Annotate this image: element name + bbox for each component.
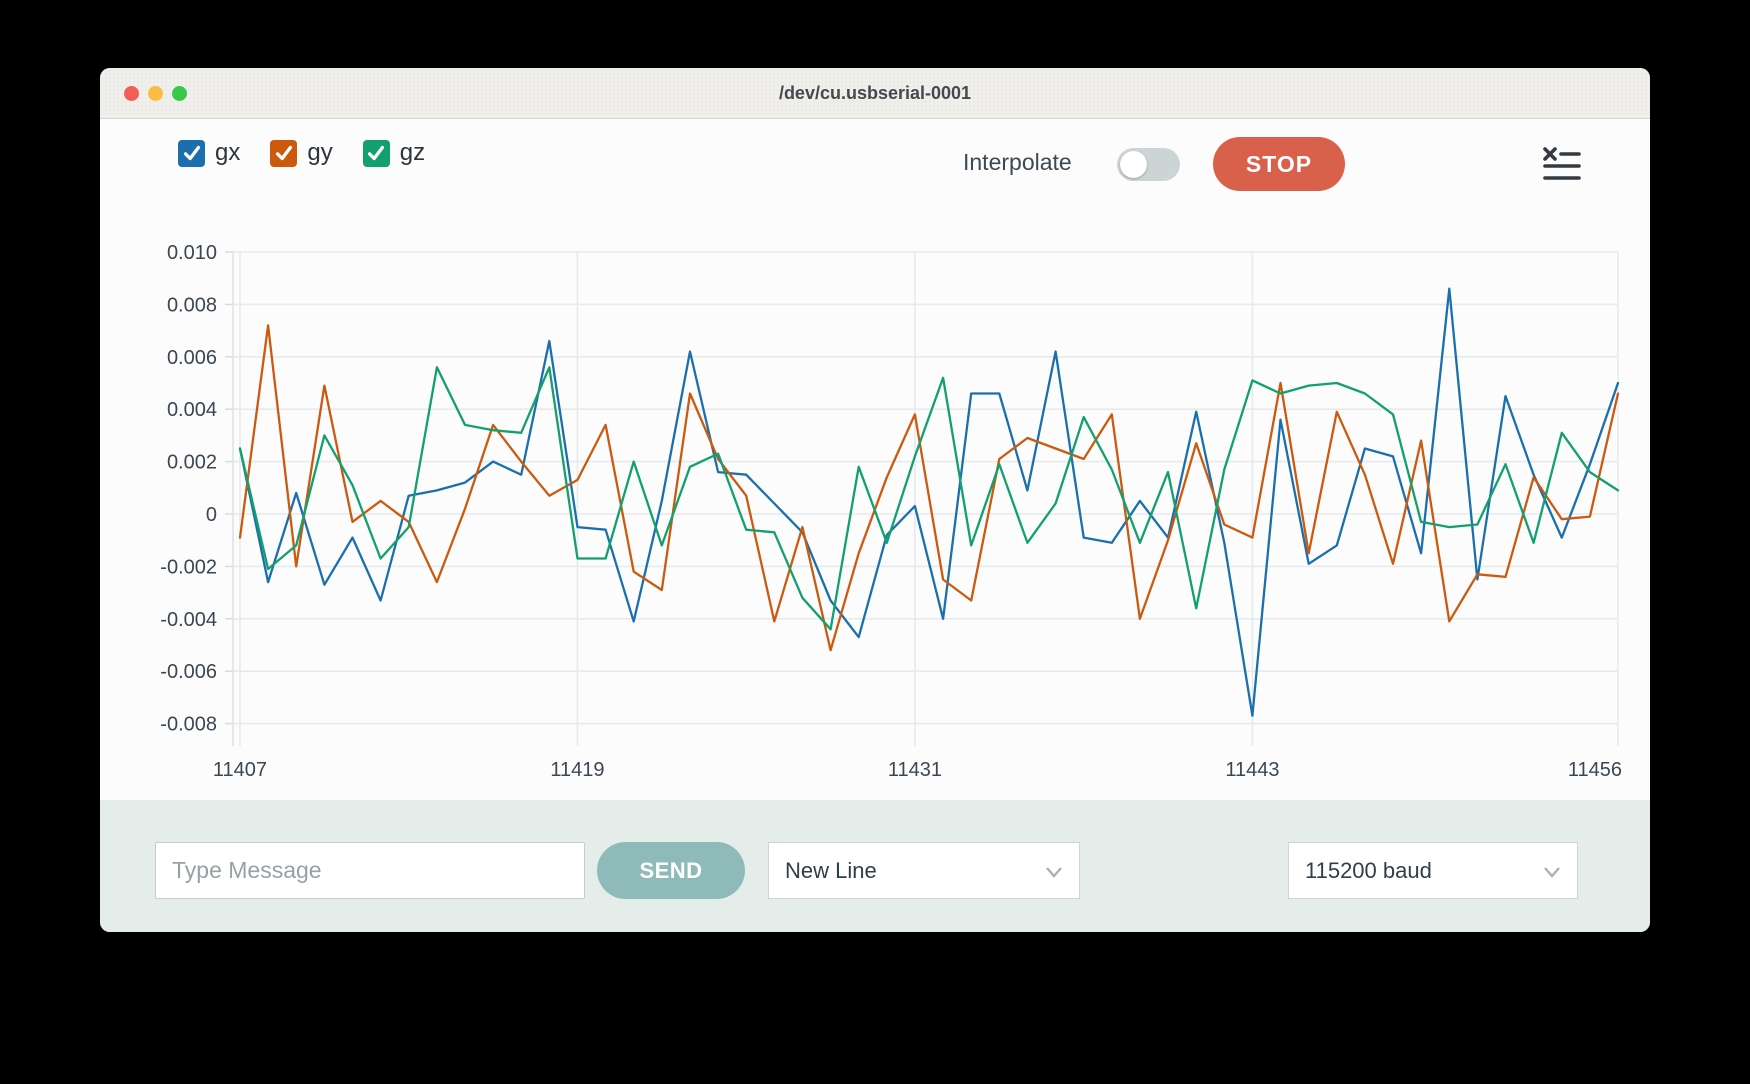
svg-text:11431: 11431 xyxy=(888,759,942,781)
svg-text:0: 0 xyxy=(206,504,217,526)
clear-list-icon[interactable] xyxy=(1541,145,1583,185)
legend-item-gy[interactable]: gy xyxy=(270,139,333,167)
checkbox-gz-checked-icon[interactable] xyxy=(362,139,390,167)
svg-text:0.010: 0.010 xyxy=(167,242,217,264)
svg-text:11443: 11443 xyxy=(1225,759,1279,781)
message-bar: SEND New Line 115200 baud xyxy=(100,800,1650,932)
baud-rate-select[interactable]: 115200 baud xyxy=(1288,842,1578,899)
titlebar: /dev/cu.usbserial-0001 xyxy=(100,68,1650,119)
close-button[interactable] xyxy=(124,85,139,101)
line-ending-select[interactable]: New Line xyxy=(768,842,1080,899)
interpolate-toggle[interactable] xyxy=(1117,148,1180,181)
svg-text:11456: 11456 xyxy=(1568,759,1622,781)
traffic-lights xyxy=(124,68,187,118)
toggle-knob xyxy=(1120,151,1147,178)
line-ending-value: New Line xyxy=(785,857,877,883)
chevron-down-icon xyxy=(1543,858,1561,884)
chevron-down-icon xyxy=(1045,858,1063,884)
app-window: /dev/cu.usbserial-0001 gx gy gz xyxy=(100,68,1650,932)
legend-item-gz[interactable]: gz xyxy=(362,139,426,167)
send-button[interactable]: SEND xyxy=(597,842,745,899)
legend-item-gx[interactable]: gx xyxy=(178,139,240,167)
legend-label: gz xyxy=(399,139,426,166)
svg-text:11419: 11419 xyxy=(550,759,604,781)
svg-text:0.006: 0.006 xyxy=(167,347,217,369)
legend: gx gy gz xyxy=(178,139,425,167)
legend-label: gx xyxy=(215,139,241,166)
message-input[interactable] xyxy=(155,842,585,899)
checkbox-gy-checked-icon[interactable] xyxy=(270,139,298,167)
checkbox-gx-checked-icon[interactable] xyxy=(178,139,205,167)
svg-text:-0.006: -0.006 xyxy=(160,661,217,683)
stop-button[interactable]: STOP xyxy=(1213,137,1345,191)
plotter-panel: gx gy gz Interpolate STOP xyxy=(100,119,1650,800)
svg-text:-0.008: -0.008 xyxy=(160,714,217,736)
legend-label: gy xyxy=(307,139,333,166)
minimize-button[interactable] xyxy=(148,85,163,101)
svg-text:11407: 11407 xyxy=(213,759,267,781)
svg-text:-0.002: -0.002 xyxy=(160,556,217,578)
interpolate-label: Interpolate xyxy=(963,149,1072,175)
window-title: /dev/cu.usbserial-0001 xyxy=(778,82,972,103)
maximize-button[interactable] xyxy=(172,85,187,101)
svg-text:0.004: 0.004 xyxy=(167,399,217,421)
line-chart: 0.010 0.008 0.006 0.004 0.002 0 -0.002 -0.004 -0… xyxy=(160,242,1622,781)
svg-text:-0.004: -0.004 xyxy=(160,609,217,631)
baud-rate-value: 115200 baud xyxy=(1305,857,1432,883)
svg-text:0.008: 0.008 xyxy=(167,294,217,316)
svg-text:0.002: 0.002 xyxy=(167,452,217,474)
